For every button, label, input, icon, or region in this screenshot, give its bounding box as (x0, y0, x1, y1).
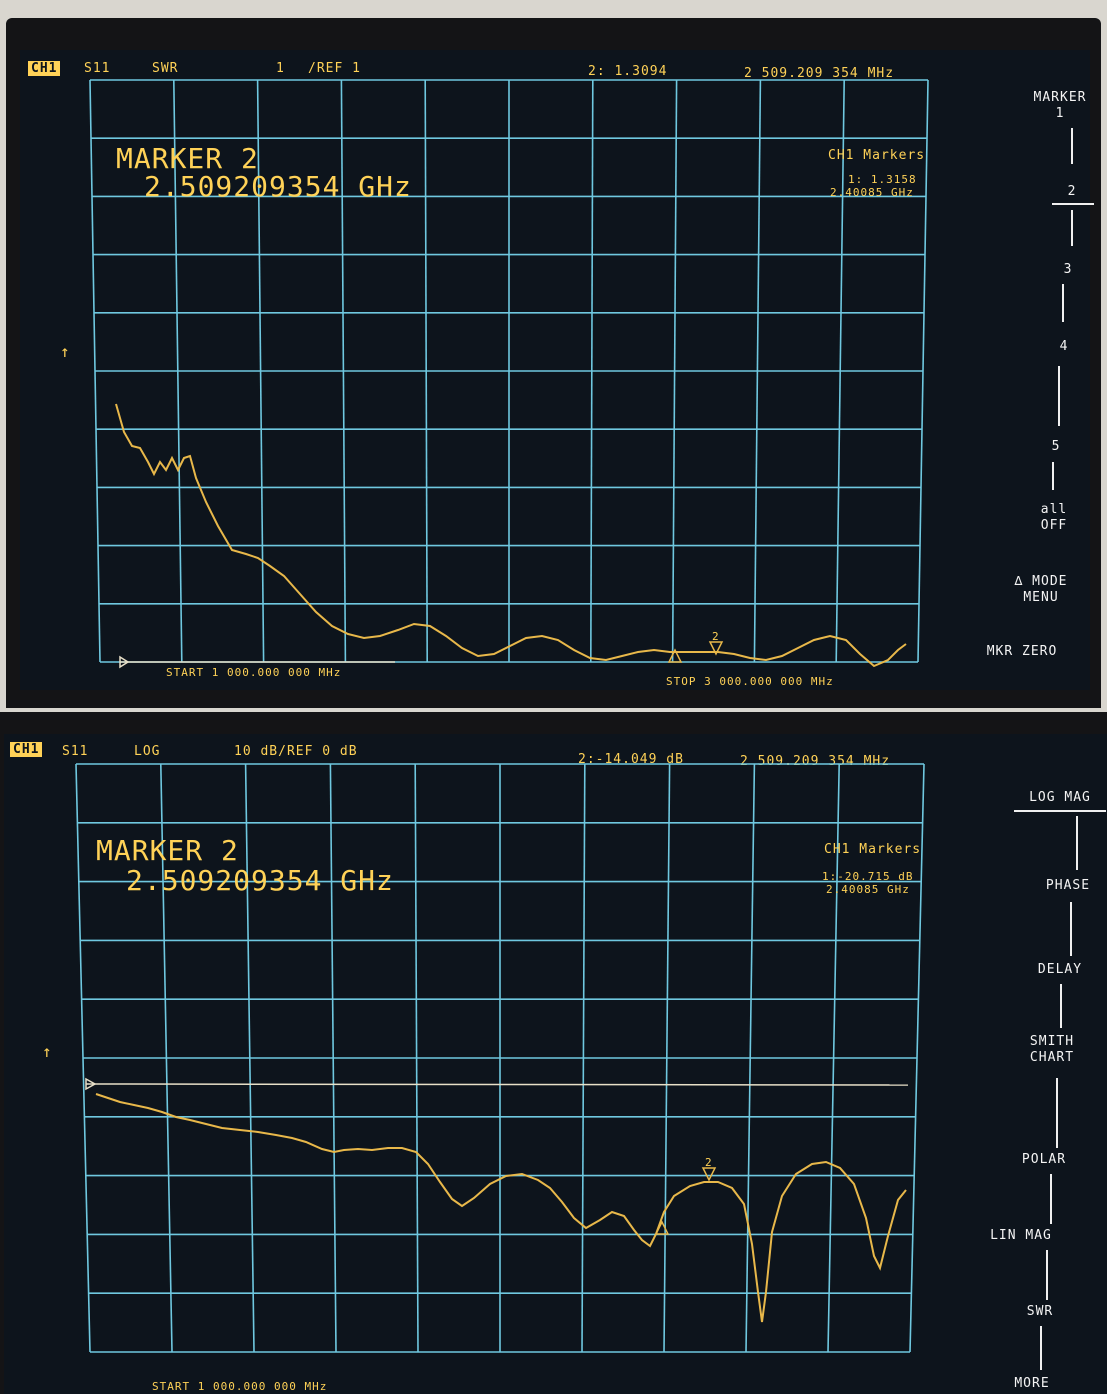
channel-badge[interactable]: CH1 (10, 742, 43, 757)
markers-box-title: CH1 Markers (828, 148, 926, 163)
softkey-marker-4[interactable]: 4 (1059, 339, 1069, 354)
softkey-separator (1076, 816, 1078, 870)
marker-1-icon (667, 648, 683, 663)
graticule (75, 763, 925, 1353)
softkey-phase[interactable]: PHASE (1045, 878, 1091, 893)
start-frequency: START 1 000.000 000 MHz (166, 666, 342, 679)
start-frequency: START 1 000.000 000 MHz (152, 1380, 328, 1393)
active-marker-frequency: 2 509.209 354 MHz (740, 754, 891, 769)
softkey-marker-title: MARKER 1 (1022, 90, 1098, 122)
softkey-all-off-line1: all (1040, 502, 1068, 517)
softkey-polar[interactable]: POLAR (1021, 1152, 1067, 1167)
swr-plot: 2 (89, 79, 929, 669)
softkey-separator (1070, 902, 1072, 956)
softkey-marker-zero[interactable]: MKR ZERO (986, 644, 1058, 659)
softkey-separator (1062, 284, 1064, 322)
marker-2-icon (708, 641, 724, 656)
marker-title: MARKER 2 (96, 834, 239, 867)
reference-line (85, 1083, 909, 1086)
scale-value: 1 (276, 61, 285, 76)
marker-1-frequency: 2.40085 GHz (830, 186, 914, 199)
marker-1-value: 1:-20.715 dB (822, 870, 914, 883)
format-label: LOG (134, 744, 161, 759)
softkey-separator (1060, 984, 1062, 1028)
softkey-smith-line1: SMITH (1029, 1034, 1075, 1049)
softkey-swr[interactable]: SWR (1026, 1304, 1054, 1319)
reference-arrow-icon: ↑ (42, 1042, 53, 1061)
stop-frequency: STOP 3 000.000 000 MHz (666, 675, 834, 688)
active-marker-frequency: 2 509.209 354 MHz (744, 66, 895, 81)
marker-value: 2.509209354 GHz (144, 170, 412, 203)
softkey-separator (1058, 366, 1060, 426)
marker-2-icon (701, 1167, 717, 1182)
s-parameter-label: S11 (84, 61, 111, 76)
scale-ref-value: 10 dB/REF 0 dB (234, 744, 358, 759)
softkey-log-mag[interactable]: LOG MAG (1029, 790, 1091, 805)
format-label: SWR (152, 61, 179, 76)
swr-screenshot: CH1 S11 SWR 1 /REF 1 2: 1.3094 2 509.209… (6, 18, 1101, 708)
marker-2-flag: 2 (712, 630, 719, 643)
softkey-lin-mag[interactable]: LIN MAG (990, 1228, 1052, 1243)
softkey-active-underline (1052, 203, 1094, 205)
softkey-separator (1052, 462, 1054, 490)
softkey-delta-mode-line2: MENU (1023, 590, 1059, 605)
marker-1-frequency: 2.40085 GHz (826, 883, 910, 896)
softkey-separator (1056, 1078, 1058, 1148)
reference-arrow-icon: ↑ (60, 342, 71, 361)
softkey-marker-5[interactable]: 5 (1051, 439, 1061, 454)
graticule (89, 79, 929, 663)
softkey-marker-3[interactable]: 3 (1063, 262, 1073, 277)
softkey-more[interactable]: MORE (1014, 1376, 1050, 1391)
softkey-marker-1[interactable]: 1 (1055, 106, 1065, 121)
softkey-separator (1071, 210, 1073, 246)
softkey-separator (1050, 1174, 1052, 1224)
logmag-screenshot: CH1 S11 LOG 10 dB/REF 0 dB 2:-14.049 dB … (0, 712, 1107, 1394)
marker-title: MARKER 2 (116, 142, 259, 175)
softkey-delta-mode-line1: ∆ MODE (1014, 574, 1068, 589)
reference-marker-icon (85, 1077, 97, 1091)
softkey-smith-chart[interactable]: SMITH CHART (1012, 1034, 1092, 1066)
active-marker-readout: 2: 1.3094 (588, 64, 668, 79)
softkey-all-off-line2: OFF (1040, 518, 1068, 533)
marker-2-flag: 2 (705, 1156, 712, 1169)
logmag-plot: 2 (75, 763, 925, 1353)
softkey-all-off[interactable]: all OFF (1016, 502, 1092, 534)
display-screen (4, 734, 1107, 1394)
logmag-trace (95, 1093, 907, 1323)
markers-box-title: CH1 Markers (824, 842, 922, 857)
marker-value: 2.509209354 GHz (126, 864, 394, 897)
marker-1-value: 1: 1.3158 (848, 173, 917, 186)
display-screen (20, 50, 1090, 690)
softkey-separator (1046, 1250, 1048, 1300)
softkey-marker-2[interactable]: 2 (1067, 184, 1077, 199)
softkey-smith-line2: CHART (1029, 1050, 1075, 1065)
marker-1-icon (654, 1220, 670, 1235)
softkey-delay[interactable]: DELAY (1037, 962, 1083, 977)
s-parameter-label: S11 (62, 744, 89, 759)
reference-marker-icon (119, 655, 130, 669)
softkey-separator (1071, 128, 1073, 164)
channel-badge[interactable]: CH1 (28, 61, 61, 76)
softkey-active-underline (1014, 810, 1106, 812)
softkey-separator (1040, 1326, 1042, 1370)
softkey-marker-title-line1: MARKER (1033, 90, 1087, 105)
softkey-delta-mode-menu[interactable]: ∆ MODE MENU (998, 574, 1084, 606)
ref-value: /REF 1 (308, 61, 361, 76)
swr-trace (115, 403, 907, 668)
